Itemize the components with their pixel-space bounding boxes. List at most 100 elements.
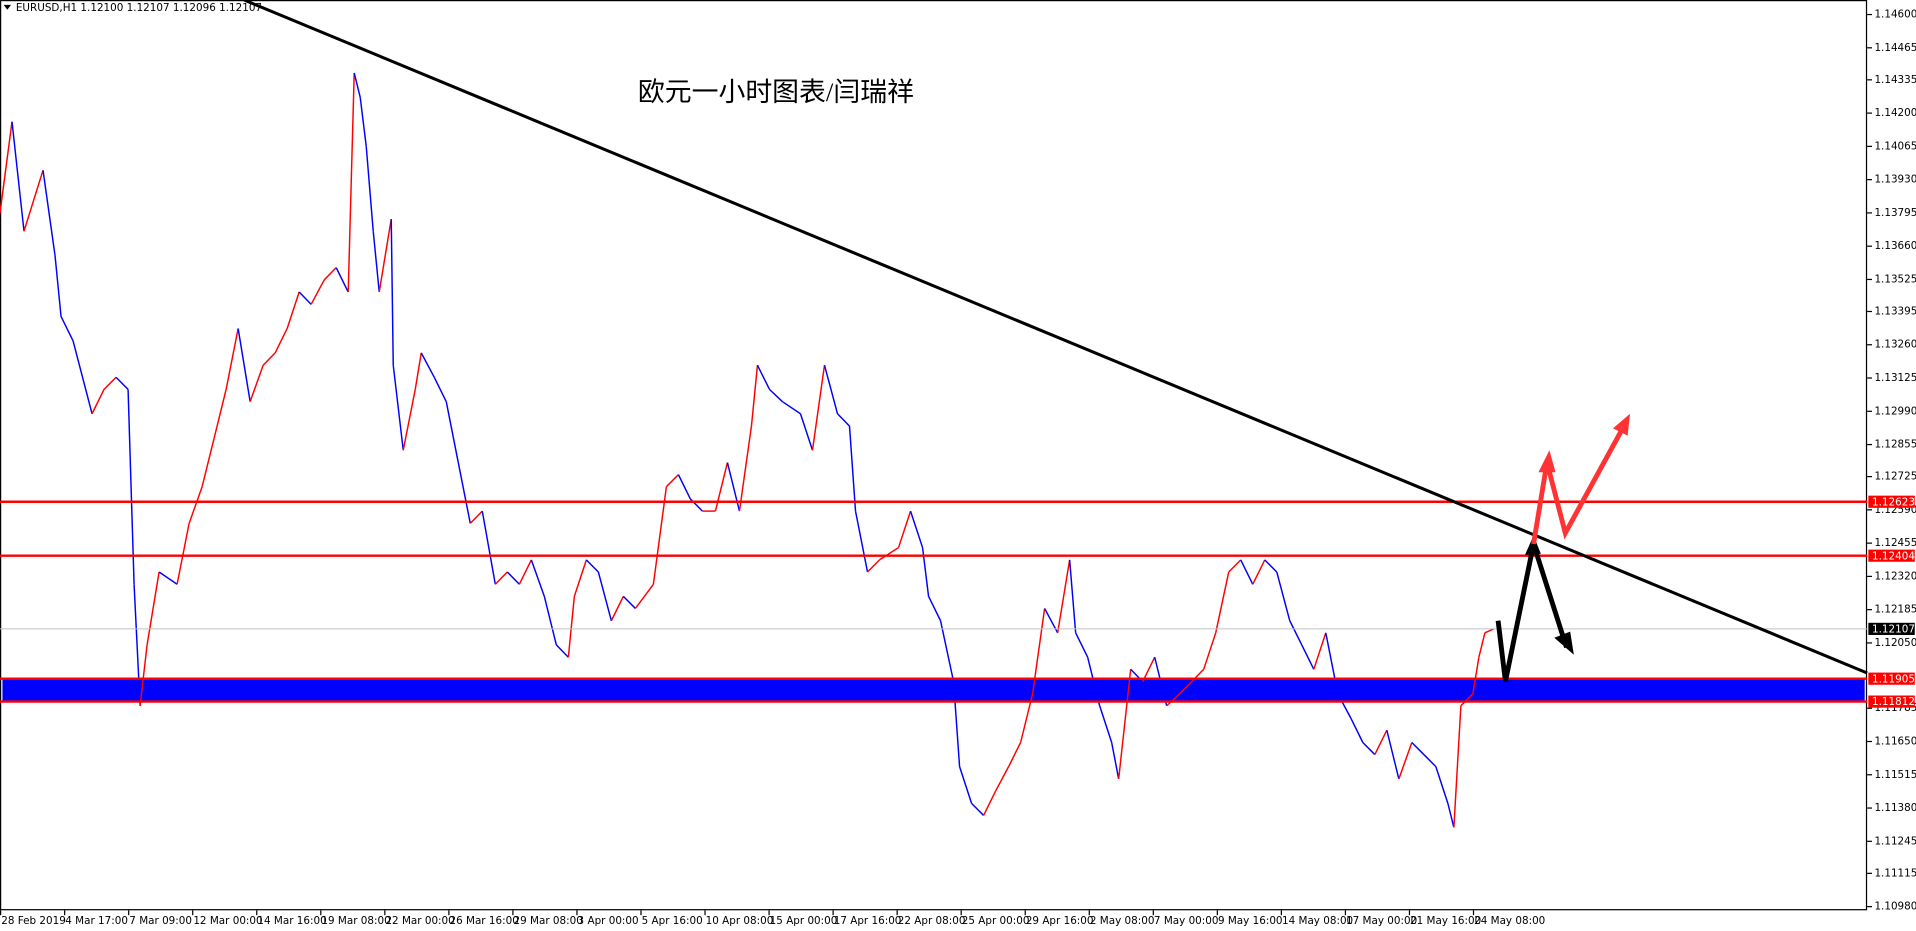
price-segment [848,426,857,512]
price-segment [176,523,190,585]
plot-layer [0,0,1868,828]
price-segment [365,146,374,232]
price-segment [811,365,826,451]
price-segment [1301,644,1315,670]
price-segment [622,595,636,609]
price-segment [1453,705,1462,828]
price-segment [836,413,851,427]
price-segment [634,583,654,609]
level-label: 1.12404 [1872,550,1915,562]
price-segment [414,352,422,390]
y-tick-label: 1.13525 [1874,273,1916,285]
price-segment [971,802,985,816]
price-segment [952,681,961,767]
price-segment [23,170,44,232]
x-tick-label: 21 May 16:00 [1410,915,1481,927]
arrow-head [1612,413,1631,436]
price-segment [420,352,435,378]
symbol-menu-icon[interactable] [3,4,11,10]
y-tick-label: 1.14200 [1874,107,1916,119]
y-tick-label: 1.13795 [1874,207,1916,219]
x-tick-label: 9 May 16:00 [1218,915,1283,927]
price-segment [677,474,692,500]
projection-arrows [1495,413,1631,683]
price-segment [457,462,472,524]
price-segment [573,559,588,597]
price-segment [1350,717,1364,743]
price-segment [1068,559,1077,633]
price-segment [1240,559,1254,585]
price-segment [530,559,546,597]
price-segment [897,510,912,548]
level-label: 1.12623 [1872,496,1915,508]
x-tick-label: 28 Feb 2019 [1,915,66,927]
price-segment [1478,632,1486,658]
price-segment [665,474,679,488]
price-segment [115,376,129,390]
price-segment [1411,741,1425,756]
price-segment [756,364,771,390]
x-tick-label: 14 Mar 16:00 [257,915,326,927]
price-segment [782,401,801,415]
x-tick-label: 2 May 08:00 [1090,915,1155,927]
price-segment [1435,766,1449,804]
x-tick-label: 22 Mar 00:00 [385,915,454,927]
price-segment [1074,632,1089,658]
price-segment [237,328,251,402]
y-tick-label: 1.13660 [1874,240,1916,252]
x-tick-label: 14 May 08:00 [1282,915,1353,927]
price-segment [201,437,215,487]
y-tick-label: 1.12050 [1874,637,1916,649]
price-segment [1484,628,1495,634]
x-tick-label: 5 Apr 16:00 [642,915,703,927]
y-tick-label: 1.12990 [1874,405,1916,417]
y-tick-label: 1.10980 [1874,901,1916,913]
price-segment [274,328,288,354]
price-segment [139,644,148,706]
price-segment [1098,705,1113,743]
x-tick-label: 4 Mar 17:00 [65,915,128,927]
price-segment [597,571,613,621]
price-segment [353,72,361,98]
price-segment [518,559,532,585]
y-tick-label: 1.11650 [1874,736,1916,748]
price-segment [347,72,355,293]
red-arrow-path [1531,424,1627,545]
price-segment [1325,632,1339,694]
x-tick-label: 26 Mar 16:00 [449,915,518,927]
level-label-box [1868,549,1915,562]
x-tick-label: 29 Apr 16:00 [1026,915,1094,927]
trend-line [243,0,1868,675]
price-segment [1166,693,1181,707]
y-tick-label: 1.14335 [1874,74,1916,86]
price-segment [54,255,62,317]
price-segment [738,425,753,512]
level-label-box [1868,672,1915,685]
price-segment [72,340,93,414]
y-tick-label: 1.13260 [1874,339,1916,351]
level-label-box [1868,622,1915,635]
support-zone [2,678,1865,702]
y-tick-label: 1.13395 [1874,305,1916,317]
price-segment [481,510,497,585]
y-tick-label: 1.11115 [1874,867,1916,879]
x-tick-label: 12 Mar 00:00 [193,915,262,927]
price-segment [1215,571,1230,633]
price-segment [799,413,814,451]
y-tick-label: 1.11245 [1874,835,1916,847]
price-segment [469,510,483,524]
price-segment [1110,742,1120,780]
y-tick-label: 1.12185 [1874,604,1916,616]
x-tick-label: 17 Apr 16:00 [834,915,902,927]
y-tick-label: 1.14465 [1874,42,1916,54]
x-tick-label: 24 May 08:00 [1474,915,1545,927]
price-segment [1056,559,1071,633]
y-tick-label: 1.12725 [1874,471,1916,483]
price-segment [1276,571,1291,621]
price-segment [1203,632,1217,670]
price-segment [652,486,668,585]
price-segment [1179,681,1193,695]
price-segment [854,510,869,573]
price-segment [1289,620,1303,646]
